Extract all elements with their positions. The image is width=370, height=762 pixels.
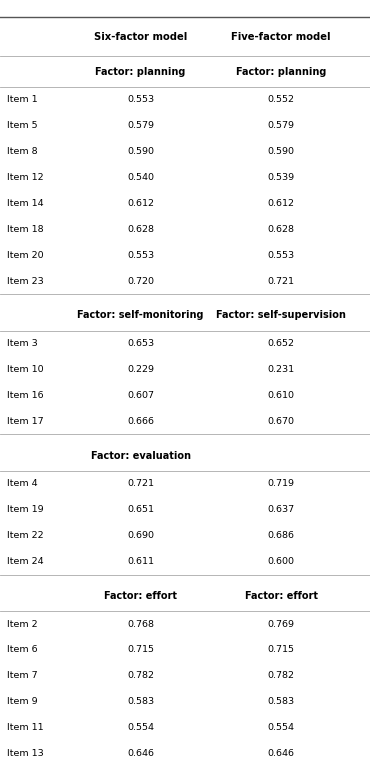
- Text: 0.782: 0.782: [268, 671, 295, 680]
- Text: 0.646: 0.646: [268, 749, 295, 758]
- Text: 0.721: 0.721: [127, 479, 154, 488]
- Text: Factor: self-supervision: Factor: self-supervision: [216, 310, 346, 321]
- Text: 0.231: 0.231: [268, 365, 295, 374]
- Text: 0.686: 0.686: [268, 531, 295, 540]
- Text: Factor: planning: Factor: planning: [236, 66, 326, 77]
- Text: Five-factor model: Five-factor model: [232, 31, 331, 42]
- Text: 0.600: 0.600: [268, 557, 295, 566]
- Text: 0.782: 0.782: [127, 671, 154, 680]
- Text: Item 19: Item 19: [7, 505, 44, 514]
- Text: 0.628: 0.628: [127, 225, 154, 234]
- Text: Item 23: Item 23: [7, 277, 44, 286]
- Text: Item 4: Item 4: [7, 479, 38, 488]
- Text: 0.628: 0.628: [268, 225, 295, 234]
- Text: 0.721: 0.721: [268, 277, 295, 286]
- Text: 0.720: 0.720: [127, 277, 154, 286]
- Text: Item 7: Item 7: [7, 671, 38, 680]
- Text: Item 16: Item 16: [7, 391, 44, 400]
- Text: 0.646: 0.646: [127, 749, 154, 758]
- Text: Item 20: Item 20: [7, 251, 44, 260]
- Text: Item 2: Item 2: [7, 620, 38, 629]
- Text: 0.229: 0.229: [127, 365, 154, 374]
- Text: 0.653: 0.653: [127, 339, 154, 348]
- Text: Item 1: Item 1: [7, 95, 38, 104]
- Text: 0.670: 0.670: [268, 417, 295, 426]
- Text: 0.554: 0.554: [268, 723, 295, 732]
- Text: 0.539: 0.539: [268, 173, 295, 182]
- Text: 0.610: 0.610: [268, 391, 295, 400]
- Text: 0.590: 0.590: [127, 147, 154, 156]
- Text: 0.554: 0.554: [127, 723, 154, 732]
- Text: 0.651: 0.651: [127, 505, 154, 514]
- Text: Item 14: Item 14: [7, 199, 44, 208]
- Text: Item 18: Item 18: [7, 225, 44, 234]
- Text: 0.612: 0.612: [127, 199, 154, 208]
- Text: Item 13: Item 13: [7, 749, 44, 758]
- Text: Factor: effort: Factor: effort: [245, 591, 318, 601]
- Text: Item 5: Item 5: [7, 121, 38, 130]
- Text: Item 12: Item 12: [7, 173, 44, 182]
- Text: Factor: self-monitoring: Factor: self-monitoring: [77, 310, 204, 321]
- Text: Item 6: Item 6: [7, 645, 38, 655]
- Text: 0.769: 0.769: [268, 620, 295, 629]
- Text: Item 10: Item 10: [7, 365, 44, 374]
- Text: 0.768: 0.768: [127, 620, 154, 629]
- Text: 0.637: 0.637: [268, 505, 295, 514]
- Text: 0.590: 0.590: [268, 147, 295, 156]
- Text: Item 24: Item 24: [7, 557, 44, 566]
- Text: 0.552: 0.552: [268, 95, 295, 104]
- Text: 0.666: 0.666: [127, 417, 154, 426]
- Text: Factor: effort: Factor: effort: [104, 591, 177, 601]
- Text: 0.715: 0.715: [127, 645, 154, 655]
- Text: 0.540: 0.540: [127, 173, 154, 182]
- Text: Item 11: Item 11: [7, 723, 44, 732]
- Text: Item 9: Item 9: [7, 697, 38, 706]
- Text: 0.553: 0.553: [127, 95, 154, 104]
- Text: Factor: evaluation: Factor: evaluation: [91, 450, 191, 461]
- Text: 0.553: 0.553: [268, 251, 295, 260]
- Text: Item 3: Item 3: [7, 339, 38, 348]
- Text: Item 22: Item 22: [7, 531, 44, 540]
- Text: 0.583: 0.583: [268, 697, 295, 706]
- Text: 0.719: 0.719: [268, 479, 295, 488]
- Text: 0.690: 0.690: [127, 531, 154, 540]
- Text: 0.607: 0.607: [127, 391, 154, 400]
- Text: 0.579: 0.579: [127, 121, 154, 130]
- Text: 0.715: 0.715: [268, 645, 295, 655]
- Text: 0.612: 0.612: [268, 199, 295, 208]
- Text: 0.583: 0.583: [127, 697, 154, 706]
- Text: Factor: planning: Factor: planning: [95, 66, 186, 77]
- Text: Six-factor model: Six-factor model: [94, 31, 187, 42]
- Text: Item 8: Item 8: [7, 147, 38, 156]
- Text: Item 17: Item 17: [7, 417, 44, 426]
- Text: 0.579: 0.579: [268, 121, 295, 130]
- Text: 0.611: 0.611: [127, 557, 154, 566]
- Text: 0.553: 0.553: [127, 251, 154, 260]
- Text: 0.652: 0.652: [268, 339, 295, 348]
